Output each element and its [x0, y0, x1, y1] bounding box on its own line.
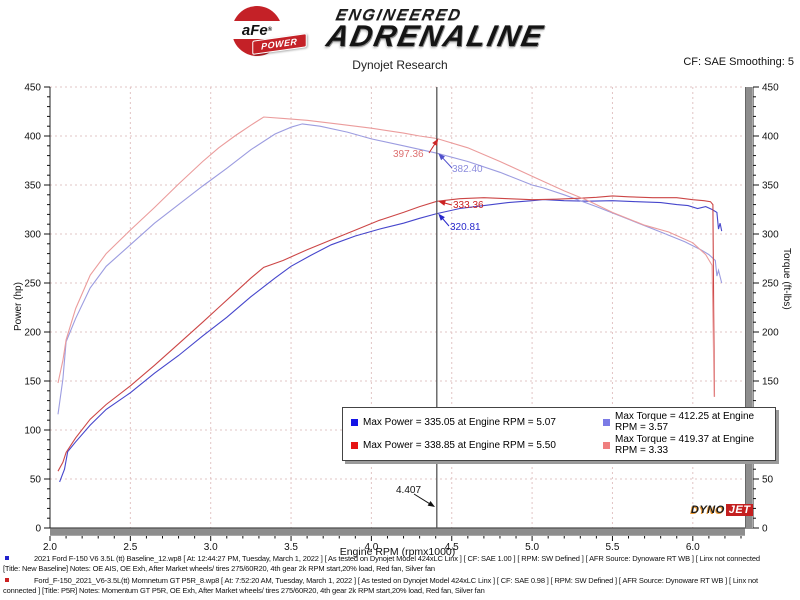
power-axis-title: Power (hp) — [13, 282, 24, 331]
cursor-value-annotation: 333.36 — [453, 200, 484, 211]
run-info-block: Ford_F-150_2021_V6-3.5L(tt) Momnetum GT … — [0, 576, 800, 596]
legend-item: Max Torque = 412.25 at Engine RPM = 3.57 — [603, 411, 769, 433]
horizontal-scrollbar[interactable] — [50, 528, 745, 536]
svg-text:3.5: 3.5 — [284, 542, 298, 553]
legend-label: Max Torque = 412.25 at Engine RPM = 3.57 — [615, 411, 755, 433]
svg-text:6.0: 6.0 — [686, 542, 700, 553]
svg-text:4.5: 4.5 — [445, 542, 459, 553]
svg-text:450: 450 — [24, 83, 41, 94]
legend-label: Max Torque = 419.37 at Engine RPM = 3.33 — [615, 434, 755, 456]
run-bullet-icon — [5, 578, 9, 582]
svg-text:300: 300 — [24, 230, 41, 241]
legend-swatch-icon — [603, 441, 610, 449]
svg-text:0: 0 — [762, 524, 768, 535]
rpm-axis-title: Engine RPM (rpmx1000) — [339, 546, 456, 558]
run-info-line1: 2021 Ford F-150 V6 3.5L (tt) Baseline_12… — [34, 554, 760, 563]
vertical-scrollbar[interactable] — [745, 87, 753, 528]
svg-text:2.0: 2.0 — [43, 542, 57, 553]
svg-text:0: 0 — [35, 524, 41, 535]
svg-text:200: 200 — [762, 328, 779, 339]
cursor-value-annotation: 397.36 — [393, 149, 424, 160]
run-info-line2: connected ] [Title: P5R] Notes: Momentum… — [3, 586, 485, 595]
run-info-footer: 2021 Ford F-150 V6 3.5L (tt) Baseline_12… — [0, 554, 800, 598]
svg-text:2.5: 2.5 — [123, 542, 137, 553]
legend-box: Max Power = 335.05 at Engine RPM = 5.07 M… — [342, 407, 776, 461]
legend-item: Max Power = 338.85 at Engine RPM = 5.50 — [351, 434, 603, 456]
run-info-block: 2021 Ford F-150 V6 3.5L (tt) Baseline_12… — [0, 554, 800, 574]
chart-subtitle: Dynojet Research — [352, 58, 448, 72]
svg-text:3.0: 3.0 — [204, 542, 218, 553]
svg-text:150: 150 — [24, 377, 41, 388]
run-info-line2: [Title: New Baseline] Notes: OE AIS, OE … — [3, 564, 435, 573]
torque-axis-title: Torque (ft-lbs) — [781, 248, 792, 310]
run-bullet-icon — [5, 556, 9, 560]
svg-text:300: 300 — [762, 230, 779, 241]
legend-item: Max Power = 335.05 at Engine RPM = 5.07 — [351, 411, 603, 433]
svg-text:400: 400 — [762, 132, 779, 143]
svg-text:100: 100 — [24, 426, 41, 437]
cursor-value-annotation: 320.81 — [450, 222, 481, 233]
svg-text:350: 350 — [762, 181, 779, 192]
legend-swatch-icon — [603, 418, 610, 426]
cursor-rpm-label: 4.407 — [396, 485, 422, 496]
legend-item: Max Torque = 419.37 at Engine RPM = 3.33 — [603, 434, 769, 456]
legend-swatch-icon — [351, 418, 358, 426]
afe-logo-text: aFe ® — [230, 21, 284, 39]
svg-text:5.0: 5.0 — [525, 542, 539, 553]
dynojet-logo: DYNO JET — [691, 504, 754, 516]
svg-text:50: 50 — [30, 475, 42, 486]
svg-text:50: 50 — [762, 475, 774, 486]
dynojet-logo-jet: JET — [725, 504, 754, 516]
legend-label: Max Power = 335.05 at Engine RPM = 5.07 — [363, 416, 556, 428]
svg-text:350: 350 — [24, 181, 41, 192]
dynojet-logo-dyno: DYNO — [691, 504, 725, 516]
svg-text:5.5: 5.5 — [605, 542, 619, 553]
svg-text:150: 150 — [762, 377, 779, 388]
afe-logo: aFe ® — [230, 6, 284, 56]
legend-label: Max Power = 338.85 at Engine RPM = 5.50 — [363, 439, 556, 451]
legend-swatch-icon — [351, 441, 358, 449]
svg-text:400: 400 — [24, 132, 41, 143]
svg-text:200: 200 — [24, 328, 41, 339]
registered-mark-icon: ® — [267, 27, 273, 33]
svg-text:4.0: 4.0 — [364, 542, 378, 553]
smoothing-setting: CF: SAE Smoothing: 5 — [683, 56, 794, 68]
svg-text:250: 250 — [762, 279, 779, 290]
cursor-value-annotation: 382.40 — [452, 164, 483, 175]
svg-text:250: 250 — [24, 279, 41, 290]
svg-text:450: 450 — [762, 83, 779, 94]
run-info-line1: Ford_F-150_2021_V6-3.5L(tt) Momnetum GT … — [34, 576, 758, 585]
